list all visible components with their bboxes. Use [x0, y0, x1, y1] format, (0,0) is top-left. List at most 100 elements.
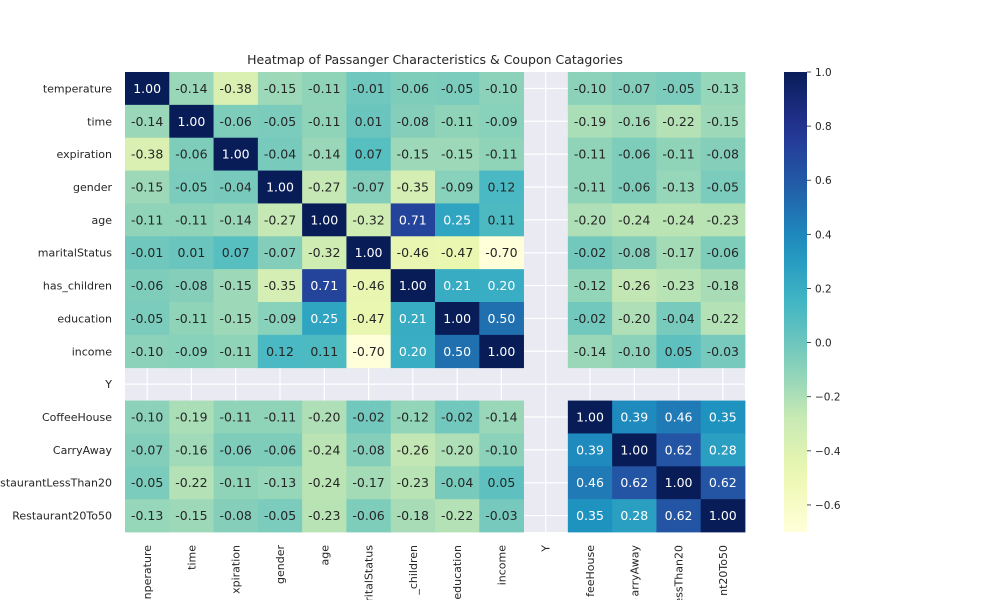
heatmap-cell — [125, 302, 170, 336]
heatmap-cell — [302, 433, 347, 467]
heatmap-cell — [213, 170, 259, 204]
cell-value-label: -0.01 — [352, 81, 384, 96]
heatmap-cell — [257, 499, 303, 533]
cell-value-label: -0.02 — [352, 410, 384, 425]
cell-value-label: -0.05 — [175, 180, 207, 195]
cell-value-label: -0.10 — [618, 344, 650, 359]
heatmap-cell — [479, 170, 524, 204]
heatmap-cell — [169, 302, 214, 336]
heatmap-cell — [435, 334, 480, 369]
heatmap-cell — [567, 137, 613, 171]
heatmap-cell — [567, 302, 613, 336]
cell-value-label: -0.06 — [618, 180, 650, 195]
heatmap-cell — [390, 433, 436, 467]
heatmap-cell — [213, 334, 259, 369]
column-tick-label: xpiration — [230, 545, 243, 594]
heatmap-cell — [435, 302, 480, 336]
heatmap-cell — [125, 203, 170, 237]
heatmap-cell — [169, 400, 214, 434]
cell-value-label: -0.23 — [397, 475, 429, 490]
heatmap-cell — [169, 170, 214, 204]
cell-value-label: -0.13 — [707, 81, 739, 96]
heatmap-cell — [700, 499, 746, 533]
heatmap-cell — [479, 104, 524, 139]
heatmap-cell — [700, 433, 746, 467]
colorbar-tick-label: −0.4 — [815, 446, 841, 458]
cell-value-label: -0.20 — [441, 442, 473, 457]
cell-value-label: 0.46 — [665, 410, 693, 425]
row-tick-label: expiration — [57, 148, 112, 161]
heatmap-cell — [302, 334, 347, 369]
cell-value-label: 0.62 — [665, 508, 693, 523]
cell-value-label: -0.06 — [707, 245, 739, 260]
row-tick-label: gender — [73, 181, 112, 194]
cell-value-label: -0.14 — [308, 147, 340, 162]
cell-value-label: 1.00 — [310, 212, 338, 227]
heatmap-cell — [435, 236, 480, 270]
cell-value-label: 1.00 — [709, 508, 737, 523]
cell-value-label: -0.15 — [264, 81, 296, 96]
heatmap-cell — [567, 203, 613, 237]
cell-value-label: -0.11 — [308, 114, 340, 129]
cell-value-label: -0.11 — [131, 212, 163, 227]
column-tick-label: education — [451, 545, 464, 600]
heatmap-cell — [169, 236, 214, 270]
heatmap-cell — [612, 203, 657, 237]
heatmap-cell — [567, 433, 613, 467]
heatmap-cell — [700, 302, 746, 336]
heatmap-cell — [700, 400, 746, 434]
cell-value-label: -0.11 — [308, 81, 340, 96]
row-tick-label: CoffeeHouse — [42, 411, 112, 424]
heatmap-cell — [479, 72, 524, 106]
row-tick-label: income — [72, 345, 113, 358]
heatmap-cell — [346, 269, 392, 303]
cell-value-label: -0.19 — [175, 410, 207, 425]
cell-value-label: -0.08 — [220, 508, 252, 523]
cell-value-label: -0.27 — [308, 180, 340, 195]
heatmap-cell — [390, 137, 436, 171]
heatmap-cell — [125, 269, 170, 303]
heatmap-cell — [169, 72, 214, 106]
heatmap-cell — [390, 499, 436, 533]
heatmap-cell — [390, 302, 436, 336]
cell-value-label: -0.11 — [220, 475, 252, 490]
cell-value-label: -0.08 — [618, 245, 650, 260]
heatmap-cell — [612, 433, 657, 467]
column-tick-label: age — [318, 545, 331, 566]
heatmap-cell — [435, 170, 480, 204]
heatmap-cell — [435, 433, 480, 467]
heatmap-cell — [257, 334, 303, 369]
cell-value-label: -0.08 — [175, 278, 207, 293]
cell-value-label: -0.04 — [264, 147, 296, 162]
cell-value-label: 0.62 — [620, 475, 648, 490]
cell-value-label: -0.27 — [264, 212, 296, 227]
cell-value-label: -0.03 — [707, 344, 739, 359]
cell-value-label: -0.05 — [264, 114, 296, 129]
heatmap-cell — [700, 72, 746, 106]
heatmap-cell — [700, 269, 746, 303]
heatmap-cell — [302, 466, 347, 500]
heatmap-cell — [346, 400, 392, 434]
heatmap-cell — [656, 433, 702, 467]
cell-value-label: 0.28 — [709, 442, 737, 457]
cell-value-label: 0.07 — [222, 245, 250, 260]
row-tick-label: age — [92, 214, 113, 227]
heatmap-cell — [125, 72, 170, 106]
heatmap-cell — [346, 499, 392, 533]
heatmap-cell — [656, 269, 702, 303]
heatmap-cell — [612, 466, 657, 500]
cell-value-label: 0.35 — [576, 508, 604, 523]
cell-value-label: -0.16 — [175, 442, 207, 457]
heatmap-cell — [346, 203, 392, 237]
column-labels: nperature time xpiration gender age iritalSta… — [141, 545, 730, 600]
heatmap-cell — [656, 334, 702, 369]
cell-value-label: -0.14 — [131, 114, 163, 129]
cell-value-label: 0.12 — [488, 180, 516, 195]
cell-value-label: 0.11 — [310, 344, 338, 359]
heatmap-cell — [612, 334, 657, 369]
heatmap-cell — [257, 203, 303, 237]
cell-value-label: -0.17 — [352, 475, 384, 490]
heatmap-cell — [435, 104, 480, 139]
heatmap-cell — [213, 466, 259, 500]
cell-value-label: -0.18 — [397, 508, 429, 523]
